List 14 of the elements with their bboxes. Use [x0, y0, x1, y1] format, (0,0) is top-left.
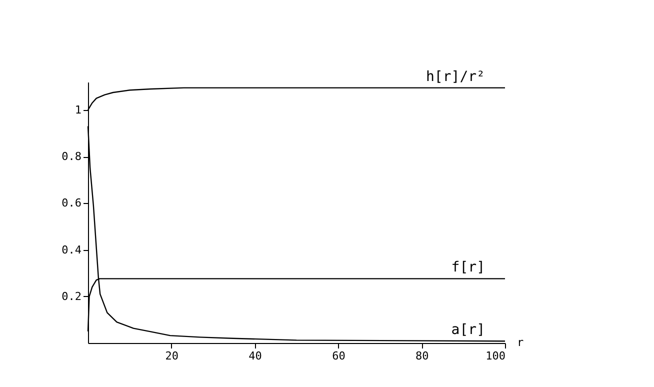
y-tick-label: 0.6 [62, 196, 82, 210]
y-tick-label: 1 [74, 103, 82, 116]
x-tick-label: 80 [415, 350, 429, 362]
series-label: h[r]/r² [426, 68, 485, 85]
x-tick-label: 20 [165, 350, 179, 362]
x-tick-label: 40 [248, 350, 262, 362]
series-label: a[r] [451, 322, 485, 338]
y-tick-label: 0.8 [62, 150, 82, 164]
y-tick-label: 0.4 [62, 243, 82, 256]
x-tick-label: 100 [486, 350, 506, 362]
x-axis-title: r [517, 336, 524, 349]
y-tick-label: 0.2 [62, 290, 82, 303]
x-tick-label: 60 [332, 350, 346, 362]
series-label: f[r] [451, 260, 485, 276]
